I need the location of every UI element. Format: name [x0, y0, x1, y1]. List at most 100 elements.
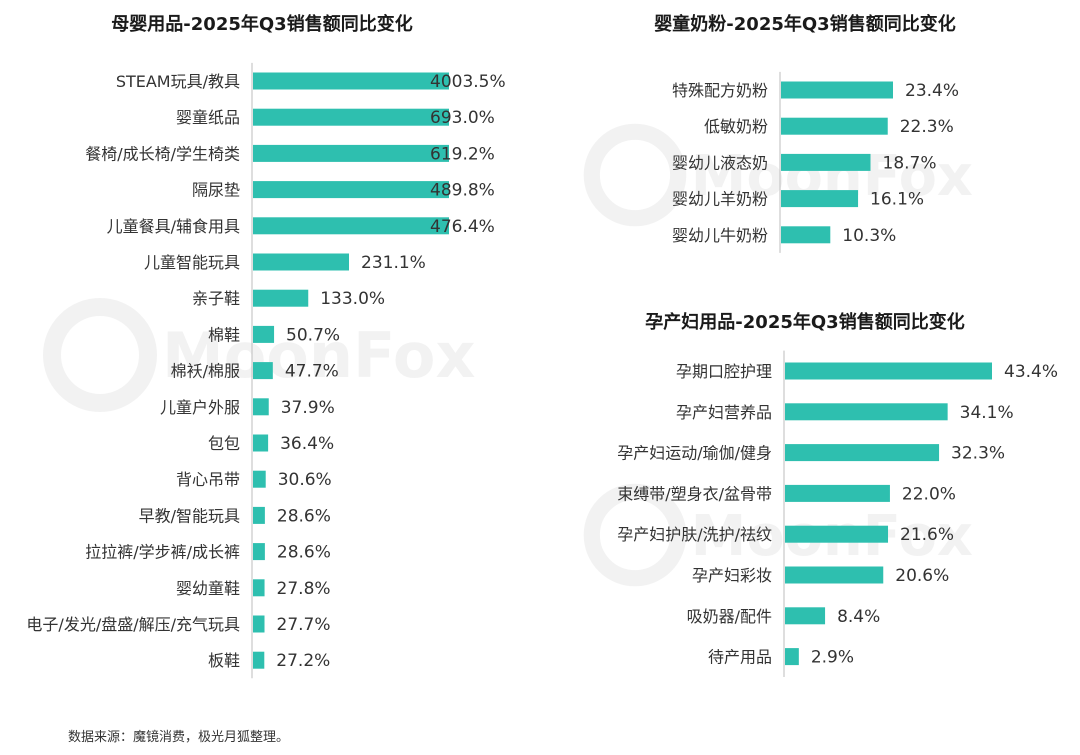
value-label: 10.3%: [842, 226, 896, 246]
category-label: 孕产妇彩妆: [692, 566, 772, 585]
category-label: 拉拉裤/学步裤/成长裤: [85, 543, 240, 562]
category-label: 儿童餐具/辅食用具: [107, 217, 240, 236]
value-label: 30.6%: [278, 470, 332, 490]
bar: [785, 362, 992, 380]
value-label: 16.1%: [870, 190, 924, 210]
watermark-logo-icon: [43, 298, 157, 412]
bar: [253, 181, 449, 199]
value-label: 619.2%: [430, 144, 495, 164]
value-label: 47.7%: [285, 362, 339, 382]
value-label: 50.7%: [286, 325, 340, 345]
bar: [785, 484, 890, 502]
value-label: 489.8%: [430, 181, 495, 201]
category-label: 束缚带/塑身衣/盆骨带: [617, 484, 772, 503]
category-label: 棉袄/棉服: [171, 362, 240, 381]
watermark-logo-icon: [583, 123, 687, 227]
category-label: 待产用品: [708, 648, 772, 667]
category-label: 吸奶器/配件: [687, 607, 772, 626]
source-note: 数据来源：魔镜消费，极光月狐整理。: [68, 730, 290, 745]
category-label: 孕产妇运动/瑜伽/健身: [617, 444, 772, 463]
bar: [785, 607, 826, 625]
value-label: 4003.5%: [430, 72, 506, 92]
category-label: 婴幼童鞋: [176, 579, 240, 598]
value-label: 34.1%: [960, 403, 1014, 423]
category-label: 隔尿垫: [192, 181, 240, 200]
bar: [253, 72, 449, 90]
category-label: 婴童纸品: [176, 108, 240, 127]
value-label: 27.2%: [276, 651, 330, 671]
value-label: 231.1%: [361, 253, 426, 273]
bar: [253, 579, 265, 597]
bar: [253, 434, 269, 452]
value-label: 32.3%: [951, 444, 1005, 464]
bar: [781, 226, 831, 244]
value-label: 23.4%: [905, 81, 959, 101]
value-label: 18.7%: [883, 153, 937, 173]
bar: [253, 217, 449, 235]
bar: [785, 403, 948, 421]
bar: [253, 253, 349, 271]
category-label: 特殊配方奶粉: [672, 81, 768, 100]
chart-title: 孕产妇用品-2025年Q3销售额同比变化: [645, 311, 964, 333]
bar: [253, 289, 309, 307]
category-label: 儿童智能玩具: [144, 253, 240, 272]
bar: [253, 543, 265, 561]
category-label: 婴幼儿牛奶粉: [672, 226, 768, 245]
bar: [785, 444, 940, 462]
value-label: 43.4%: [1004, 362, 1058, 382]
bar: [781, 81, 893, 99]
value-label: 36.4%: [280, 434, 334, 454]
value-label: 22.3%: [900, 117, 954, 137]
value-label: 8.4%: [837, 607, 880, 627]
value-label: 22.0%: [902, 484, 956, 504]
chart-title: 婴童奶粉-2025年Q3销售额同比变化: [654, 13, 955, 35]
category-label: STEAM玩具/教具: [116, 72, 240, 91]
bar: [253, 615, 265, 633]
value-label: 28.6%: [277, 543, 331, 563]
chart-title: 母婴用品-2025年Q3销售额同比变化: [111, 13, 412, 35]
value-label: 27.8%: [277, 579, 331, 599]
category-label: 孕产妇营养品: [676, 403, 772, 422]
category-label: 低敏奶粉: [704, 117, 768, 136]
value-label: 133.0%: [320, 289, 385, 309]
bar: [785, 525, 889, 543]
category-label: 电子/发光/盘盛/解压/充气玩具: [26, 615, 240, 634]
bar: [253, 362, 273, 380]
watermark-text: MoonFox: [162, 319, 475, 392]
bar: [785, 566, 884, 584]
category-label: 早教/智能玩具: [139, 506, 240, 525]
bar: [253, 470, 266, 488]
bar: [253, 144, 449, 162]
value-label: 37.9%: [281, 398, 335, 418]
bar: [781, 190, 859, 208]
category-label: 包包: [208, 434, 240, 453]
bar: [253, 108, 449, 126]
category-label: 婴幼儿羊奶粉: [672, 190, 768, 209]
value-label: 20.6%: [895, 566, 949, 586]
value-label: 27.7%: [277, 615, 331, 635]
value-label: 28.6%: [277, 506, 331, 526]
category-label: 板鞋: [208, 651, 240, 670]
moonfox-watermark: MoonFox: [43, 298, 475, 412]
value-label: 693.0%: [430, 108, 495, 128]
bar: [785, 648, 799, 666]
watermark-logo-icon: [583, 483, 687, 587]
value-label: 2.9%: [811, 648, 854, 668]
category-label: 孕期口腔护理: [676, 362, 772, 381]
category-label: 棉鞋: [208, 325, 240, 344]
category-label: 背心吊带: [176, 470, 240, 489]
bar: [253, 398, 269, 416]
bar: [253, 506, 265, 524]
bar: [781, 153, 871, 171]
category-label: 孕产妇护肤/洗护/祛纹: [617, 525, 772, 544]
bar: [781, 117, 888, 135]
category-label: 亲子鞋: [192, 289, 240, 308]
category-label: 婴幼儿液态奶: [672, 153, 768, 172]
value-label: 476.4%: [430, 217, 495, 237]
bar: [253, 325, 275, 343]
value-label: 21.6%: [900, 525, 954, 545]
category-label: 餐椅/成长椅/学生椅类: [85, 144, 240, 163]
bar: [253, 651, 265, 669]
category-label: 儿童户外服: [160, 398, 240, 417]
